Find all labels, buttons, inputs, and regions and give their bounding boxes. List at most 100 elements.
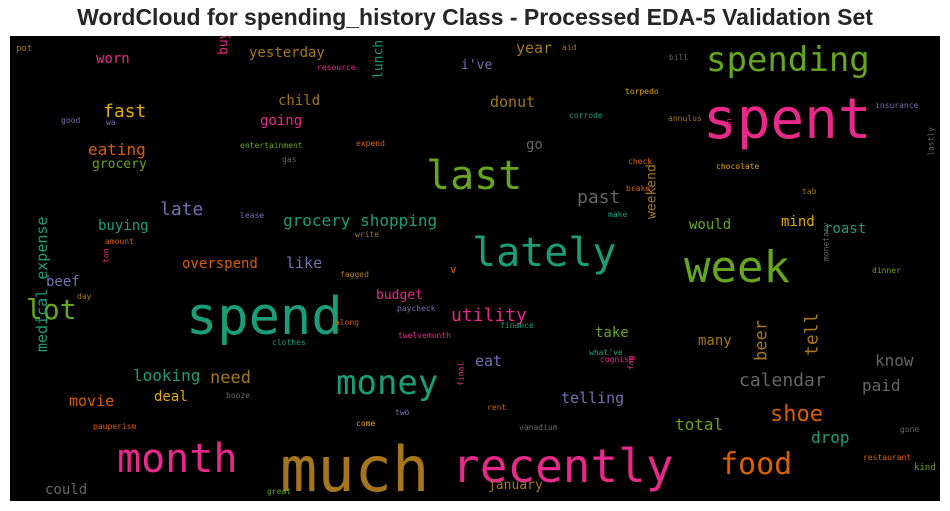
wordcloud-word: total — [675, 415, 723, 434]
wordcloud-word: looking — [133, 366, 200, 385]
wordcloud-word: run — [724, 118, 733, 133]
wordcloud-word: monetary — [821, 222, 830, 261]
wordcloud-word: two — [395, 408, 410, 417]
wordcloud-word: finance — [500, 321, 534, 330]
wordcloud-word: drop — [811, 428, 850, 447]
wordcloud-word: paid — [862, 376, 901, 395]
wordcloud-word: know — [875, 351, 914, 370]
wordcloud-word: eat — [475, 352, 502, 370]
wordcloud-word: fag — [626, 355, 635, 370]
wordcloud-word: much — [280, 433, 429, 501]
wordcloud-word: would — [689, 217, 731, 233]
wordcloud-word: vanadium — [519, 423, 558, 432]
wordcloud-word: day — [77, 292, 92, 301]
wordcloud-word: weekend — [644, 164, 659, 219]
wordcloud-word: wa — [106, 118, 116, 127]
wordcloud-canvas: much spent spend recently week month last latel… — [10, 36, 940, 501]
wordcloud-word: expend — [356, 139, 385, 148]
wordcloud-word: year — [516, 39, 552, 57]
wordcloud-word: lunch — [371, 40, 386, 79]
wordcloud-word: clothes — [272, 338, 306, 347]
wordcloud-svg: muchspentspendrecentlyweekmonthlastlatel… — [16, 36, 936, 501]
wordcloud-word: roast — [824, 221, 866, 237]
wordcloud-word: v — [450, 263, 457, 276]
wordcloud-word: pot — [16, 44, 32, 54]
wordcloud-word: fagged — [340, 270, 369, 279]
wordcloud-word: annulus — [668, 114, 702, 123]
wordcloud-word: brake — [626, 184, 650, 193]
wordcloud-word: money — [336, 363, 438, 403]
wordcloud-word: medical expense — [33, 217, 51, 352]
wordcloud-word: food — [720, 447, 792, 482]
wordcloud-word: deal — [154, 389, 188, 405]
wordcloud-word: child — [278, 93, 320, 109]
wordcloud-word: month — [117, 436, 237, 482]
wordcloud-word: amount — [105, 237, 134, 246]
wordcloud-word: make — [608, 210, 627, 219]
wordcloud-word: movie — [69, 392, 114, 410]
wordcloud-word: torpedo — [625, 87, 659, 96]
wordcloud-word: late — [160, 199, 203, 220]
wordcloud-word: i've — [461, 58, 492, 73]
wordcloud-word: donut — [490, 93, 535, 111]
wordcloud-word: aid — [562, 43, 577, 52]
wordcloud-word: restaurant — [863, 453, 911, 462]
wordcloud-word: worn — [96, 51, 130, 67]
wordcloud-word: write — [355, 230, 379, 239]
wordcloud-word: buy — [216, 36, 231, 55]
wordcloud-word: like — [286, 254, 322, 272]
wordcloud-word: final — [456, 362, 465, 386]
wordcloud-word: beer — [752, 320, 772, 361]
wordcloud-word: cognise — [600, 355, 634, 364]
wordcloud-word: dinner — [872, 266, 901, 275]
wordcloud-word: pauperism — [93, 422, 137, 431]
wordcloud-word: good — [61, 116, 80, 125]
wordcloud-word: what've — [589, 348, 623, 357]
wordcloud-word: week — [684, 242, 790, 293]
wordcloud-word: calendar — [739, 370, 826, 391]
wordcloud-word: paycheck — [397, 304, 436, 313]
wordcloud-word: check — [628, 157, 652, 166]
wordcloud-word: entertainment — [240, 141, 303, 150]
wordcloud-word: great — [267, 487, 291, 496]
wordcloud-word: corrode — [569, 111, 603, 120]
wordcloud-word: eating — [88, 140, 146, 159]
wordcloud-word: spend — [186, 287, 343, 347]
wordcloud-word: grocery shopping — [283, 211, 437, 230]
wordcloud-word: bill — [669, 53, 688, 62]
chart-title: WordCloud for spending_history Class - P… — [77, 4, 873, 30]
wordcloud-word: could — [45, 482, 87, 498]
wordcloud-word: resource — [317, 63, 356, 72]
wordcloud-word: buying — [98, 218, 149, 234]
wordcloud-word: lastly — [926, 127, 935, 156]
wordcloud-word: go — [526, 137, 543, 153]
wordcloud-word: insurance — [875, 101, 919, 110]
wordcloud-word: beef — [46, 274, 80, 290]
wordcloud-word: chocolate — [716, 162, 760, 171]
wordcloud-word: lot — [26, 293, 77, 326]
wordcloud-word: need — [210, 368, 251, 388]
wordcloud-word: tab — [802, 187, 817, 196]
wordcloud-word: yesterday — [249, 45, 325, 61]
wordcloud-word: along — [335, 318, 359, 327]
wordcloud-word: utility — [451, 305, 527, 326]
wordcloud-word: booze — [226, 391, 250, 400]
wordcloud-word: tell — [801, 313, 822, 356]
wordcloud-word: lease — [240, 211, 264, 220]
wordcloud-word: kind — [914, 463, 936, 473]
wordcloud-word: telling — [561, 389, 624, 407]
wordcloud-word: rent — [487, 403, 506, 412]
wordcloud-word: january — [488, 478, 543, 493]
wordcloud-word: many — [698, 333, 732, 349]
wordcloud-word: take — [595, 325, 629, 341]
wordcloud-word: budget — [376, 288, 423, 303]
wordcloud-word: lately — [472, 230, 617, 276]
wordcloud-word: ton — [101, 248, 110, 263]
wordcloud-word: twelvemonth — [398, 331, 451, 340]
wordcloud-word: overspend — [182, 256, 258, 272]
wordcloud-word: recently — [452, 439, 674, 493]
wordcloud-word: grocery — [92, 157, 147, 172]
wordcloud-word: fast — [103, 101, 146, 122]
wordcloud-word: last — [426, 153, 522, 199]
wordcloud-word: going — [260, 113, 302, 129]
